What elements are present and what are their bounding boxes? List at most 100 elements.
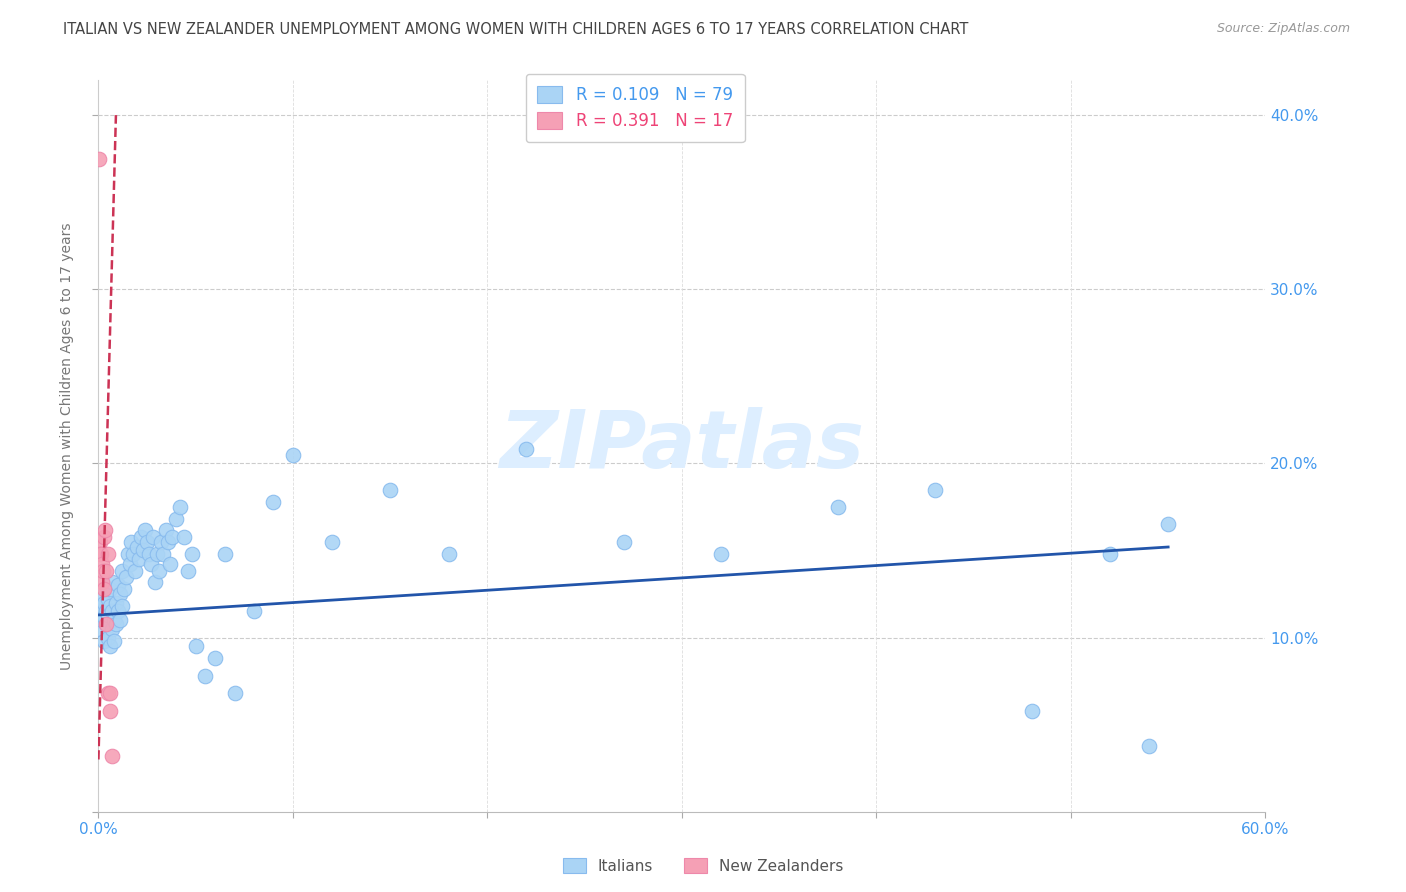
Point xyxy=(173,530,195,544)
Point xyxy=(96,616,118,631)
Point xyxy=(127,540,149,554)
Legend: R = 0.109   N = 79, R = 0.391   N = 17: R = 0.109 N = 79, R = 0.391 N = 17 xyxy=(526,74,745,142)
Point xyxy=(101,574,124,589)
Y-axis label: Unemployment Among Women with Children Ages 6 to 17 years: Unemployment Among Women with Children A… xyxy=(60,222,75,670)
Point xyxy=(214,547,236,561)
Point xyxy=(1021,704,1043,718)
Point xyxy=(89,604,111,618)
Point xyxy=(243,604,266,618)
Point xyxy=(184,640,207,654)
Point xyxy=(89,152,111,166)
Point xyxy=(101,604,124,618)
Point xyxy=(194,669,217,683)
Point xyxy=(107,604,129,618)
Point xyxy=(103,634,125,648)
Point xyxy=(924,483,946,497)
Point xyxy=(96,565,118,579)
Point xyxy=(97,592,120,607)
Point xyxy=(98,686,121,700)
Point xyxy=(281,448,304,462)
Point xyxy=(134,523,156,537)
Point xyxy=(90,547,112,561)
Point xyxy=(165,512,187,526)
Point xyxy=(91,613,114,627)
Point xyxy=(136,534,159,549)
Point xyxy=(93,582,115,596)
Text: ZIPatlas: ZIPatlas xyxy=(499,407,865,485)
Point xyxy=(101,749,124,764)
Point xyxy=(108,587,131,601)
Point xyxy=(89,547,111,561)
Point xyxy=(117,547,139,561)
Point xyxy=(101,622,124,636)
Point xyxy=(177,565,200,579)
Point xyxy=(111,565,134,579)
Point xyxy=(1137,739,1160,753)
Point xyxy=(104,596,127,610)
Legend: Italians, New Zealanders: Italians, New Zealanders xyxy=(557,852,849,880)
Point xyxy=(122,547,145,561)
Point xyxy=(515,442,537,457)
Point xyxy=(107,578,129,592)
Point xyxy=(146,547,169,561)
Point xyxy=(204,651,226,665)
Point xyxy=(93,530,115,544)
Point xyxy=(91,587,114,601)
Text: Source: ZipAtlas.com: Source: ZipAtlas.com xyxy=(1216,22,1350,36)
Point xyxy=(148,565,170,579)
Point xyxy=(129,530,152,544)
Point xyxy=(169,500,191,514)
Point xyxy=(96,616,118,631)
Point xyxy=(93,609,115,624)
Point xyxy=(91,565,114,579)
Point xyxy=(128,552,150,566)
Point xyxy=(98,582,121,596)
Point xyxy=(103,613,125,627)
Point xyxy=(91,574,114,589)
Point xyxy=(93,596,115,610)
Point xyxy=(97,607,120,622)
Point xyxy=(152,547,174,561)
Point xyxy=(124,565,146,579)
Point xyxy=(98,599,121,614)
Point xyxy=(1098,547,1121,561)
Point xyxy=(321,534,343,549)
Point xyxy=(93,634,115,648)
Point xyxy=(91,558,114,572)
Point xyxy=(378,483,402,497)
Point xyxy=(96,604,118,618)
Point xyxy=(91,599,114,614)
Point xyxy=(111,599,134,614)
Point xyxy=(112,582,135,596)
Point xyxy=(1157,517,1180,532)
Point xyxy=(139,558,162,572)
Point xyxy=(224,686,246,700)
Point xyxy=(142,530,165,544)
Point xyxy=(157,534,180,549)
Point xyxy=(162,530,184,544)
Point xyxy=(98,704,121,718)
Point xyxy=(118,558,141,572)
Point xyxy=(710,547,733,561)
Point xyxy=(827,500,849,514)
Point xyxy=(97,631,120,645)
Point xyxy=(97,547,120,561)
Point xyxy=(138,547,160,561)
Point xyxy=(108,613,131,627)
Point xyxy=(159,558,181,572)
Text: ITALIAN VS NEW ZEALANDER UNEMPLOYMENT AMONG WOMEN WITH CHILDREN AGES 6 TO 17 YEA: ITALIAN VS NEW ZEALANDER UNEMPLOYMENT AM… xyxy=(63,22,969,37)
Point xyxy=(132,543,155,558)
Point xyxy=(149,534,172,549)
Point xyxy=(613,534,636,549)
Point xyxy=(89,622,111,636)
Point xyxy=(155,523,177,537)
Point xyxy=(94,523,117,537)
Point xyxy=(180,547,202,561)
Point xyxy=(143,574,166,589)
Point xyxy=(262,494,284,508)
Point xyxy=(104,616,127,631)
Point xyxy=(437,547,460,561)
Point xyxy=(114,569,136,583)
Point xyxy=(121,534,143,549)
Point xyxy=(98,640,121,654)
